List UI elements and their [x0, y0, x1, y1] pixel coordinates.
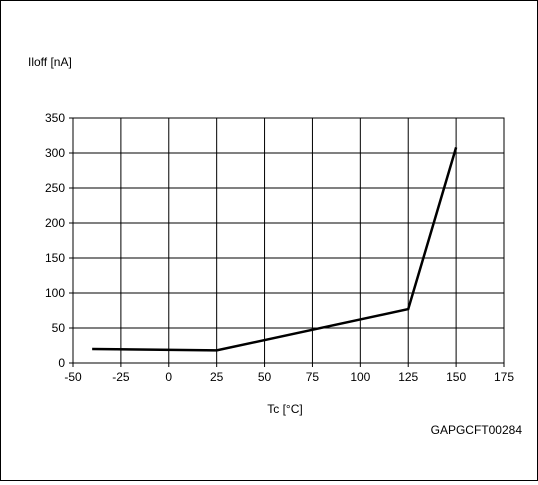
x-tick-label: 175 — [494, 370, 514, 384]
y-tick-label: 50 — [52, 321, 66, 335]
figure-code: GAPGCFT00284 — [431, 423, 523, 437]
y-tick-label: 350 — [45, 111, 65, 125]
y-tick-label: 100 — [45, 286, 65, 300]
y-tick-label: 200 — [45, 216, 65, 230]
x-tick-label: -25 — [112, 370, 130, 384]
x-axis-ticks: -50 -25 0 25 50 75 100 125 150 175 — [64, 363, 514, 384]
series-layer — [92, 147, 456, 350]
series-line — [92, 147, 456, 350]
x-tick-label: 125 — [398, 370, 418, 384]
x-tick-label: 0 — [165, 370, 172, 384]
x-tick-label: 100 — [350, 370, 370, 384]
y-tick-label: 300 — [45, 146, 65, 160]
x-tick-label: 75 — [306, 370, 320, 384]
x-tick-label: 150 — [446, 370, 466, 384]
x-tick-label: 50 — [258, 370, 272, 384]
x-tick-label: -50 — [64, 370, 82, 384]
y-tick-label: 250 — [45, 181, 65, 195]
vertical-gridlines — [73, 118, 504, 363]
horizontal-gridlines — [73, 118, 504, 363]
y-axis-label: Iloff [nA] — [28, 55, 72, 69]
y-tick-label: 150 — [45, 251, 65, 265]
y-tick-label: 0 — [58, 356, 65, 370]
x-tick-label: 25 — [210, 370, 224, 384]
plot-area — [73, 118, 504, 363]
y-axis-ticks: 0 50 100 150 200 250 300 350 — [45, 111, 73, 370]
x-axis-label: Tc [°C] — [267, 402, 302, 416]
